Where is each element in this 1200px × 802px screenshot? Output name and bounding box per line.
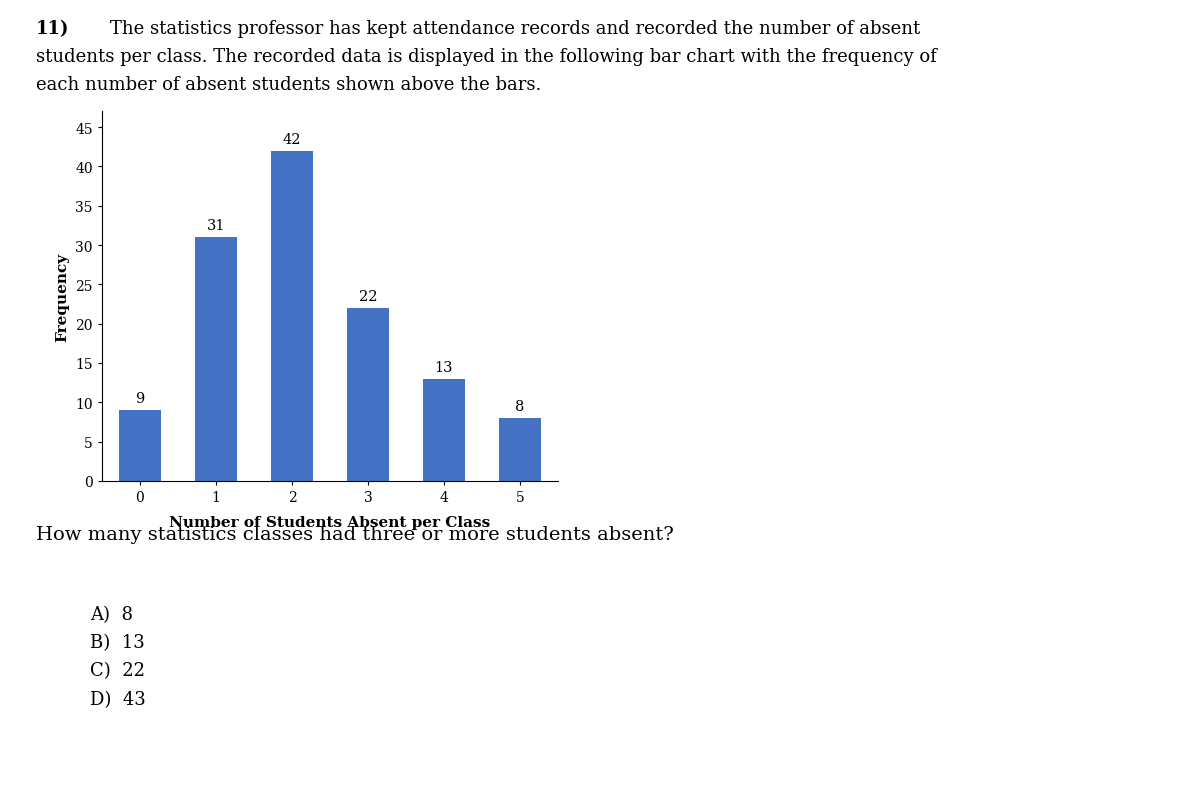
Text: 11): 11): [36, 20, 70, 38]
Text: A)  8: A) 8: [90, 606, 133, 623]
Bar: [499, 419, 541, 481]
Bar: [424, 379, 464, 481]
Bar: [271, 152, 313, 481]
Text: 31: 31: [206, 219, 226, 233]
Text: 13: 13: [434, 360, 454, 375]
Y-axis label: Frequency: Frequency: [55, 253, 70, 341]
Text: B)  13: B) 13: [90, 634, 145, 651]
Bar: [347, 309, 389, 481]
Bar: [119, 411, 161, 481]
Text: 22: 22: [359, 290, 377, 304]
Text: 9: 9: [136, 392, 145, 406]
Text: D)  43: D) 43: [90, 690, 145, 707]
Text: 8: 8: [515, 399, 524, 414]
Bar: [196, 238, 236, 481]
Text: each number of absent students shown above the bars.: each number of absent students shown abo…: [36, 76, 541, 94]
Text: 42: 42: [283, 133, 301, 147]
Text: How many statistics classes had three or more students absent?: How many statistics classes had three or…: [36, 525, 674, 543]
Text: C)  22: C) 22: [90, 662, 145, 679]
Text: students per class. The recorded data is displayed in the following bar chart wi: students per class. The recorded data is…: [36, 48, 937, 66]
X-axis label: Number of Students Absent per Class: Number of Students Absent per Class: [169, 516, 491, 529]
Text: The statistics professor has kept attendance records and recorded the number of : The statistics professor has kept attend…: [110, 20, 920, 38]
